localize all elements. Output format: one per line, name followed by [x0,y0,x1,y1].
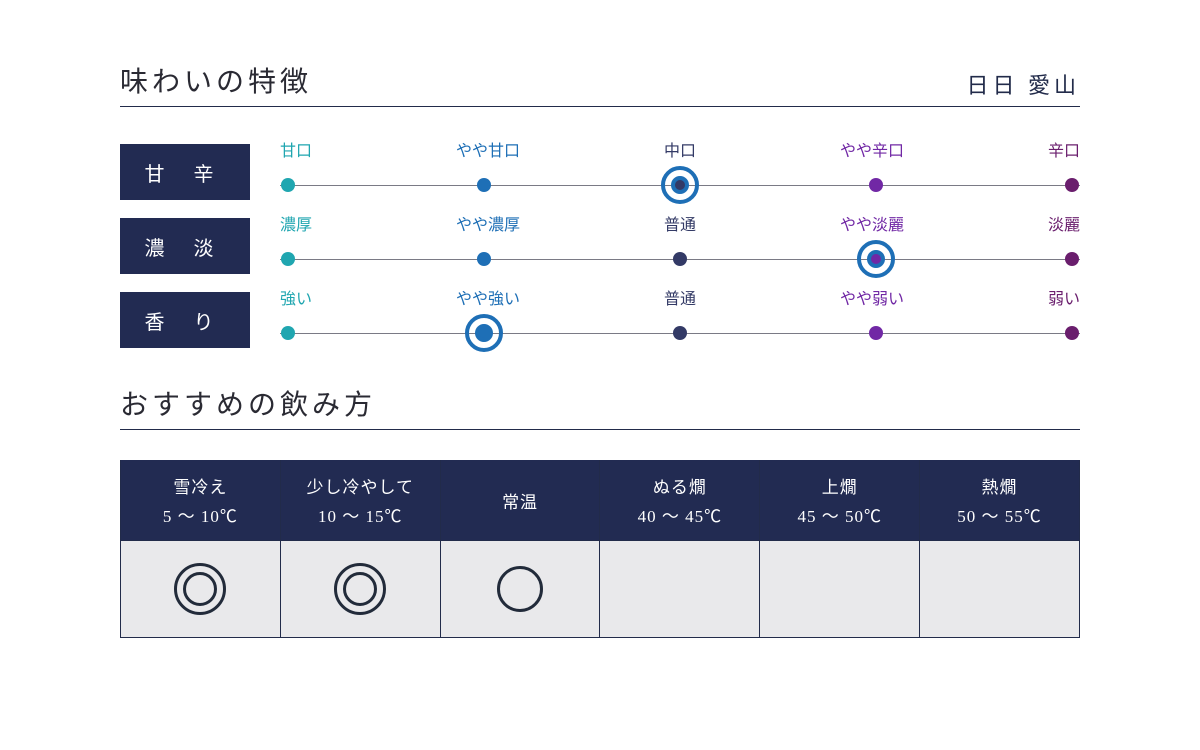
temp-mark-cell [600,540,759,638]
scale-dot [477,178,491,192]
scale-point-label: やや甘口 [456,137,520,161]
temp-mark-cell [441,540,600,638]
scale-point-label: 普通 [664,285,696,309]
temp-range: 45 〜 50℃ [797,502,882,527]
temp-mark-cell [760,540,919,638]
scale-dot [281,178,295,192]
scale-point-label: 淡麗 [1048,211,1080,235]
temp-name: 雪冷え [173,473,227,498]
temp-header: ぬる燗 40 〜 45℃ [600,460,759,540]
scale-dot [869,326,883,340]
scale-point-label: やや濃厚 [456,211,520,235]
temp-name: ぬる燗 [653,473,707,498]
circle-icon [497,566,543,612]
scale-point-label: 強い [280,285,312,309]
scale-dot [281,326,295,340]
scale-dot [477,252,491,266]
scale-point-label: やや淡麗 [840,211,904,235]
scale-dot [673,326,687,340]
temp-header: 少し冷やして 10 〜 15℃ [281,460,440,540]
scale-point-label: 弱い [1048,285,1080,309]
scale-axis-label: 甘 辛 [120,144,250,200]
temp-name: 熱燗 [982,473,1018,498]
scale-dot [281,252,295,266]
temp-column: 少し冷やして 10 〜 15℃ [281,460,441,638]
temp-column: ぬる燗 40 〜 45℃ [600,460,760,638]
temp-name: 上燗 [822,473,858,498]
temp-header: 熱燗 50 〜 55℃ [920,460,1079,540]
scale-point-label: 辛口 [1048,137,1080,161]
scale-axis-label: 香 り [120,292,250,348]
temp-mark-cell [121,540,280,638]
product-name: 日日 愛山 [966,68,1080,100]
scale-dot [1065,178,1079,192]
temp-header: 常温 [441,460,600,540]
double-circle-icon [174,563,226,615]
scale-point-label: 普通 [664,211,696,235]
divider [120,429,1080,430]
scale-row: 香 り 強い やや強い 普通 やや弱い 弱い [120,285,1080,355]
temp-name: 常温 [502,488,538,513]
scale-row: 濃 淡 濃厚 やや濃厚 普通 やや淡麗 淡麗 [120,211,1080,281]
scale-point-label: 中口 [664,137,696,161]
scale-selected-ring [661,166,699,204]
temp-column: 常温 [441,460,601,638]
temp-name: 少し冷やして [306,473,414,498]
scale-dot [1065,326,1079,340]
temp-column: 上燗 45 〜 50℃ [760,460,920,638]
scale-point-label: 濃厚 [280,211,312,235]
temp-mark-cell [281,540,440,638]
scale-selected-ring [465,314,503,352]
temp-header: 上燗 45 〜 50℃ [760,460,919,540]
scale-track: 甘口 やや甘口 中口 やや辛口 辛口 [280,137,1080,207]
temp-header: 雪冷え 5 〜 10℃ [121,460,280,540]
temp-mark-cell [920,540,1079,638]
temp-column: 熱燗 50 〜 55℃ [920,460,1080,638]
scale-point-label: やや弱い [840,285,904,309]
temp-range: 5 〜 10℃ [163,502,238,527]
scale-dot [673,252,687,266]
scale-row: 甘 辛 甘口 やや甘口 中口 やや辛口 辛口 [120,137,1080,207]
scale-track: 濃厚 やや濃厚 普通 やや淡麗 淡麗 [280,211,1080,281]
scale-point-label: やや辛口 [840,137,904,161]
temp-range: 10 〜 15℃ [318,502,403,527]
temp-range: 50 〜 55℃ [957,502,1042,527]
scale-track: 強い やや強い 普通 やや弱い 弱い [280,285,1080,355]
temp-range: 40 〜 45℃ [638,502,723,527]
scale-point-label: やや強い [456,285,520,309]
scale-axis-label: 濃 淡 [120,218,250,274]
scale-selected-ring [857,240,895,278]
serving-temperature-table: 雪冷え 5 〜 10℃ 少し冷やして 10 〜 15℃ 常温 ぬる燗 40 〜 45℃ 上燗 4… [120,460,1080,638]
serving-section-title: おすすめの飲み方 [120,383,1080,423]
temp-column: 雪冷え 5 〜 10℃ [121,460,281,638]
taste-section-title: 味わいの特徴 [120,60,312,100]
divider [120,106,1080,107]
scale-dot [1065,252,1079,266]
scale-point-label: 甘口 [280,137,312,161]
scale-dot [869,178,883,192]
double-circle-icon [334,563,386,615]
